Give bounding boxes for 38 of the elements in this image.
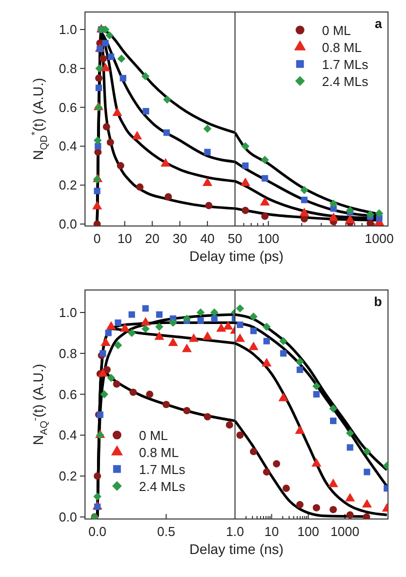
legend-label: 2.4 MLs	[322, 74, 369, 89]
x-tick-label: 1.0	[226, 524, 244, 539]
legend-label: 2.4 MLs	[139, 479, 186, 494]
x-tick-label: 30	[172, 231, 188, 246]
x-axis-title: Delay time (ps)	[189, 248, 284, 264]
annotation: a	[374, 16, 383, 31]
legend-label: 0 ML	[322, 23, 351, 38]
y-tick-label: 0.6	[58, 386, 77, 402]
x-tick-label: 0	[94, 231, 101, 246]
legend-label: 1.7 MLs	[322, 57, 369, 72]
x-axis-title: Delay time (ns)	[189, 541, 284, 557]
legend-label: 0.8 ML	[139, 445, 179, 460]
x-tick-label: 20	[145, 231, 160, 246]
annotation: b	[374, 294, 382, 309]
x-tick-label: 100	[297, 524, 320, 539]
y-tick-label: 0.8	[58, 346, 77, 361]
legend-label: 1.7 MLs	[139, 462, 186, 477]
y-tick-label: 0.8	[58, 60, 77, 76]
x-tick-label: 0.5	[157, 524, 176, 539]
y-tick-label: 0.2	[58, 468, 77, 484]
x-tick-label: 100	[258, 231, 280, 246]
x-tick-label: 1000	[330, 524, 360, 539]
legend-label: 0.8 ML	[322, 40, 362, 55]
y-tick-label: 0.0	[58, 509, 77, 524]
x-tick-label: 0.0	[88, 524, 106, 539]
x-tick-label: 10	[264, 524, 279, 539]
y-tick-label: 0.4	[58, 428, 77, 443]
x-tick-label: 10	[117, 231, 132, 246]
y-tick-label: 0.4	[58, 138, 77, 154]
y-tick-label: 0.2	[58, 178, 77, 193]
x-tick-label: 40	[200, 231, 215, 246]
y-tick-label: 0.0	[58, 216, 77, 232]
y-tick-label: 0.6	[58, 100, 77, 115]
legend-label: 0 ML	[139, 428, 168, 443]
y-tick-label: 1.0	[58, 22, 77, 38]
y-tick-label: 1.0	[58, 304, 77, 320]
x-tick-label: 1000	[364, 231, 394, 246]
x-tick-label: 50	[228, 231, 242, 246]
